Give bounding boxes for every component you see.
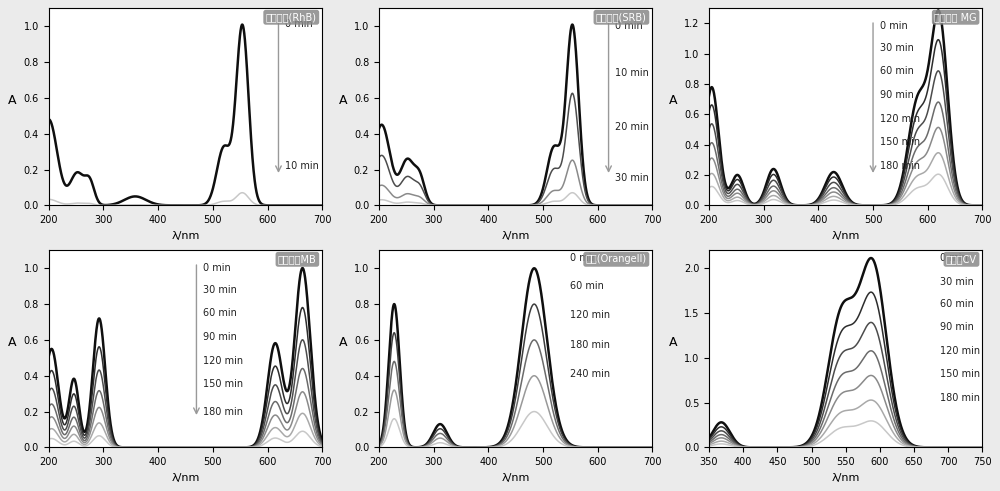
Text: 结晶紫CV: 结晶紫CV — [946, 254, 977, 264]
Y-axis label: A: A — [338, 336, 347, 349]
Text: 180 min: 180 min — [880, 161, 920, 171]
Text: 30 min: 30 min — [203, 285, 237, 295]
Text: 10 min: 10 min — [285, 161, 319, 171]
Text: 橙二(OrangeII): 橙二(OrangeII) — [586, 254, 647, 264]
Text: 30 min: 30 min — [880, 43, 914, 53]
Text: 60 min: 60 min — [570, 281, 604, 291]
Text: 90 min: 90 min — [940, 322, 974, 332]
Text: 0 min: 0 min — [940, 253, 968, 263]
Text: 180 min: 180 min — [203, 407, 243, 417]
Text: 0 min: 0 min — [570, 253, 598, 263]
Text: 孔雀石绿 MG: 孔雀石绿 MG — [934, 12, 977, 22]
Text: 60 min: 60 min — [880, 66, 914, 77]
Text: 60 min: 60 min — [940, 299, 974, 308]
X-axis label: λ/nm: λ/nm — [501, 231, 530, 241]
Text: 60 min: 60 min — [203, 308, 237, 318]
Text: 150 min: 150 min — [880, 137, 920, 147]
Text: 30 min: 30 min — [615, 173, 649, 183]
Text: 120 min: 120 min — [940, 346, 980, 356]
Text: 20 min: 20 min — [615, 122, 649, 132]
Text: 10 min: 10 min — [615, 68, 649, 79]
X-axis label: λ/nm: λ/nm — [171, 231, 200, 241]
Y-axis label: A: A — [8, 336, 17, 349]
Text: 90 min: 90 min — [203, 332, 237, 342]
Text: 120 min: 120 min — [880, 114, 920, 124]
Text: 0 min: 0 min — [615, 21, 643, 31]
Text: 30 min: 30 min — [940, 277, 974, 287]
X-axis label: λ/nm: λ/nm — [171, 473, 200, 483]
X-axis label: λ/nm: λ/nm — [832, 473, 860, 483]
Y-axis label: A: A — [669, 94, 677, 107]
Text: 150 min: 150 min — [940, 370, 980, 380]
Text: 酸性桃红(SRB): 酸性桃红(SRB) — [596, 12, 647, 22]
Y-axis label: A: A — [338, 94, 347, 107]
Text: 0 min: 0 min — [880, 21, 908, 31]
Text: 180 min: 180 min — [940, 393, 980, 403]
Text: 亚甲基蓝MB: 亚甲基蓝MB — [278, 254, 317, 264]
Text: 0 min: 0 min — [285, 19, 313, 29]
X-axis label: λ/nm: λ/nm — [832, 231, 860, 241]
Text: 0 min: 0 min — [203, 263, 231, 273]
Text: 90 min: 90 min — [880, 90, 914, 100]
X-axis label: λ/nm: λ/nm — [501, 473, 530, 483]
Text: 240 min: 240 min — [570, 370, 610, 380]
Y-axis label: A: A — [8, 94, 17, 107]
Y-axis label: A: A — [669, 336, 677, 349]
Text: 120 min: 120 min — [203, 355, 243, 366]
Text: 180 min: 180 min — [570, 340, 610, 350]
Text: 150 min: 150 min — [203, 380, 243, 389]
Text: 罗丹明红(RhB): 罗丹明红(RhB) — [266, 12, 317, 22]
Text: 120 min: 120 min — [570, 310, 610, 321]
